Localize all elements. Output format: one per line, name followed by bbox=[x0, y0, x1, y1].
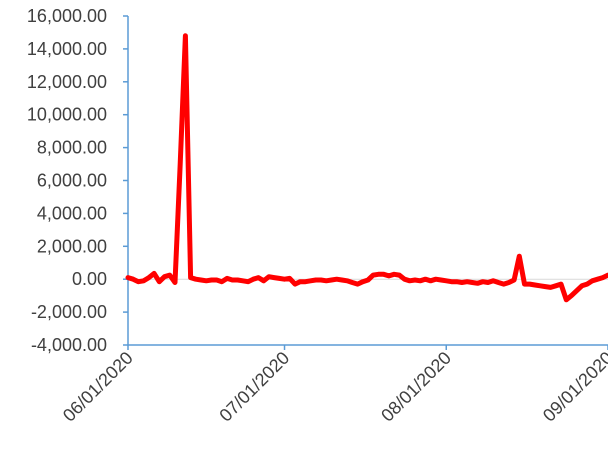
y-tick-label: 10,000.00 bbox=[27, 105, 107, 125]
y-tick-label: 6,000.00 bbox=[37, 171, 107, 191]
x-tick-label: 06/01/2020 bbox=[59, 348, 137, 426]
x-axis: 06/01/2020 07/01/2020 08/01/2020 09/01/2020 bbox=[59, 344, 608, 426]
y-tick-label: -4,000.00 bbox=[31, 335, 107, 355]
series-layer bbox=[125, 33, 608, 303]
y-tick-label: 0.00 bbox=[72, 269, 107, 289]
x-tick-label: 08/01/2020 bbox=[377, 348, 455, 426]
x-tick-label: 07/01/2020 bbox=[216, 348, 294, 426]
y-tick-label: 12,000.00 bbox=[27, 72, 107, 92]
y-tick-label: 8,000.00 bbox=[37, 138, 107, 158]
y-tick-label: 2,000.00 bbox=[37, 236, 107, 256]
x-tick-label: 09/01/2020 bbox=[539, 348, 608, 426]
y-tick-label: 16,000.00 bbox=[27, 6, 107, 26]
y-axis: 16,000.00 14,000.00 12,000.00 10,000.00 8,00… bbox=[27, 6, 129, 355]
y-tick-label: 4,000.00 bbox=[37, 203, 107, 223]
y-tick-label: -2,000.00 bbox=[31, 302, 107, 322]
series-line bbox=[125, 33, 608, 303]
y-tick-label: 14,000.00 bbox=[27, 39, 107, 59]
